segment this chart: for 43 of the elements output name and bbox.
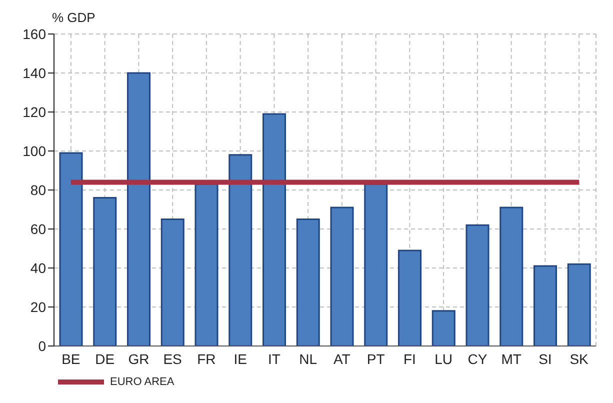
y-tick-label: 120 <box>22 104 46 120</box>
x-tick-label: DE <box>95 350 115 367</box>
x-tick-label: LU <box>434 350 453 367</box>
x-tick-label: AT <box>334 350 351 367</box>
bar <box>296 218 320 346</box>
bar <box>330 206 354 346</box>
x-tick-label: SI <box>538 350 552 367</box>
x-tick-label: PT <box>366 350 386 367</box>
x-tick-label: FI <box>403 350 416 367</box>
y-tick-label: 80 <box>30 182 46 198</box>
bar <box>59 152 83 346</box>
y-tick-label: 20 <box>30 298 46 315</box>
x-tick-label: SK <box>570 350 590 367</box>
bar <box>534 265 557 346</box>
x-tick-label: ES <box>163 350 182 367</box>
bar <box>262 113 286 346</box>
x-tick-label: BE <box>62 350 80 367</box>
x-tick-label: IE <box>234 350 247 367</box>
x-tick-label: CY <box>468 350 488 367</box>
y-tick-label: 40 <box>30 260 46 276</box>
y-axis-title: % GDP <box>52 10 96 25</box>
y-tick-label: 160 <box>22 26 46 42</box>
bar <box>432 310 456 346</box>
bar <box>228 154 252 346</box>
bar <box>398 250 422 346</box>
y-tick-label: 0 <box>38 338 46 354</box>
bar <box>194 183 218 346</box>
x-tick-label: MT <box>501 350 522 367</box>
x-tick-label: GR <box>128 350 150 367</box>
legend-label: EURO AREA <box>110 376 174 388</box>
bar <box>160 218 184 346</box>
x-tick-label: FR <box>197 350 216 367</box>
y-tick-label: 100 <box>22 142 46 159</box>
bar <box>567 263 591 346</box>
bar <box>466 224 490 346</box>
bar <box>500 206 524 346</box>
y-tick-label: 140 <box>22 64 46 81</box>
x-tick-label: IT <box>268 350 281 367</box>
bar <box>364 183 388 346</box>
bar <box>127 72 150 346</box>
bar <box>93 197 117 346</box>
x-tick-label: NL <box>299 350 318 367</box>
y-tick-label: 60 <box>30 220 46 237</box>
